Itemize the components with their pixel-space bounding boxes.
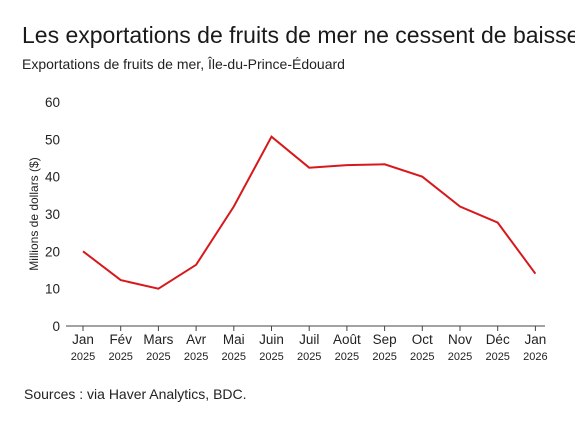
- y-tick-label: 0: [52, 319, 60, 334]
- x-tick-label-year: 2026: [523, 351, 547, 363]
- y-tick-label: 30: [45, 207, 60, 222]
- y-tick-label: 10: [45, 282, 60, 297]
- y-axis-label: Millions de dollars ($): [27, 157, 41, 270]
- y-tick-label: 50: [45, 132, 60, 147]
- x-tick-label-month: Nov: [448, 332, 472, 347]
- x-tick-label-month: Juin: [259, 332, 284, 347]
- x-tick-label-year: 2025: [372, 351, 396, 363]
- x-tick-label-year: 2025: [222, 351, 246, 363]
- x-tick-label-month: Jan: [72, 332, 94, 347]
- x-tick-label-year: 2025: [335, 351, 359, 363]
- x-tick-label-year: 2025: [259, 351, 283, 363]
- x-tick-label-year: 2025: [71, 351, 95, 363]
- x-tick-label-month: Mars: [143, 332, 173, 347]
- y-tick-label: 40: [45, 170, 60, 185]
- series-line: [82, 135, 537, 290]
- x-tick-label-year: 2025: [297, 351, 321, 363]
- x-tick-label-month: Juil: [299, 332, 319, 347]
- x-tick-label-month: Fév: [109, 332, 132, 347]
- x-tick-label-month: Déc: [486, 332, 510, 347]
- x-tick-label-year: 2025: [448, 351, 472, 363]
- chart-subtitle: Exportations de fruits de mer, Île-du-Pr…: [22, 56, 345, 72]
- x-tick-label-month: Avr: [186, 332, 207, 347]
- x-tick-label-year: 2025: [410, 351, 434, 363]
- x-tick-label-month: Mai: [223, 332, 245, 347]
- y-tick-label: 20: [45, 244, 60, 259]
- x-tick-label-month: Jan: [525, 332, 547, 347]
- x-tick-label-month: Oct: [412, 332, 433, 347]
- y-tick-label: 60: [45, 95, 60, 110]
- x-tick-label-year: 2025: [184, 351, 208, 363]
- x-tick-label-year: 2025: [108, 351, 132, 363]
- source-note: Sources : via Haver Analytics, BDC.: [24, 386, 247, 402]
- x-tick-label-year: 2025: [485, 351, 509, 363]
- x-tick-label-month: Août: [333, 332, 361, 347]
- x-tick-label-year: 2025: [146, 351, 170, 363]
- x-tick-label-month: Sep: [373, 332, 397, 347]
- chart-title: Les exportations de fruits de mer ne ces…: [22, 22, 575, 48]
